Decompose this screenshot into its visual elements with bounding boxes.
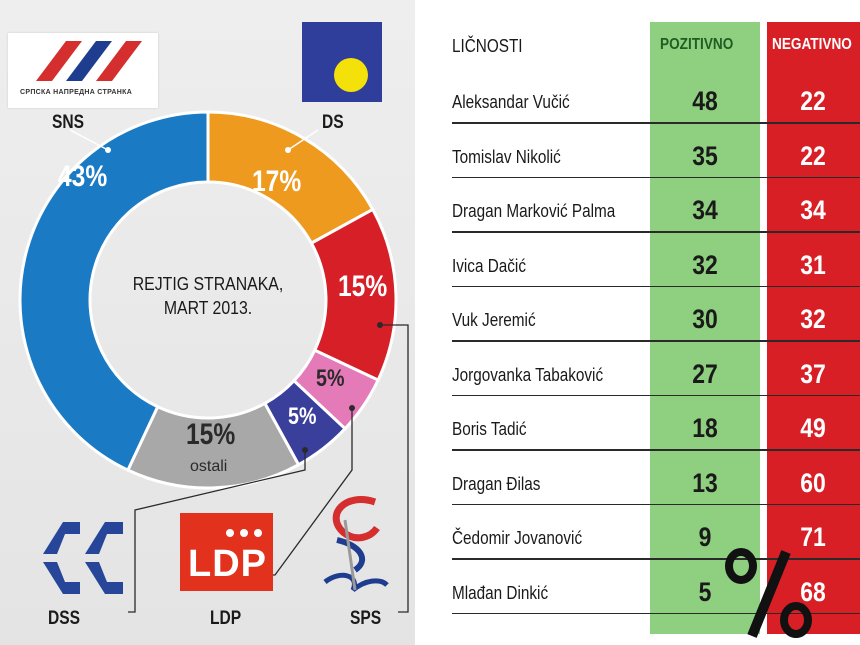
positive-value: 13 [692, 467, 718, 498]
ds-logo [302, 22, 382, 102]
center-label-line-2: MART 2013. [163, 298, 253, 318]
donut-chart [18, 110, 409, 613]
pct-sns: 43% [58, 160, 108, 193]
negative-value: 34 [800, 195, 826, 225]
row-divider [452, 176, 860, 178]
row-divider [452, 394, 860, 396]
donut-segment-sns [18, 110, 210, 473]
row-divider [452, 503, 860, 505]
center-label-line-1: REJTIG STRANAKA, [132, 274, 284, 294]
row-divider [452, 285, 860, 287]
percent-symbol [725, 548, 812, 638]
person-name: Vuk Jeremić [452, 310, 536, 330]
pct-ds: 17% [252, 165, 302, 198]
person-name: Dragan Đilas [452, 473, 541, 494]
row-divider [452, 231, 860, 233]
person-name: Dragan Marković Palma [452, 201, 616, 221]
ldp-logo-text: LDP [188, 543, 267, 585]
label-ds: DS [322, 112, 344, 133]
row-divider [452, 449, 860, 451]
pct-sps: 15% [338, 270, 388, 303]
negative-value: 68 [800, 576, 826, 607]
negative-value: 32 [800, 304, 826, 334]
positive-value: 27 [692, 358, 718, 389]
header-negativno: NEGATIVNO [772, 36, 852, 53]
ldp-logo: LDP [180, 513, 273, 591]
person-name: Tomislav Nikolić [452, 146, 561, 167]
row-divider [452, 612, 860, 614]
leader-line-dss [128, 450, 306, 613]
sns-logo-caption: СРПСКА НАПРЕДНА СТРАНКА [20, 89, 133, 96]
label-sps: SPS [350, 608, 382, 629]
pct-ostali: 15% [186, 418, 236, 451]
negative-value: 37 [800, 358, 826, 389]
person-name: Aleksandar Vučić [452, 92, 570, 112]
positive-value: 5 [698, 576, 712, 607]
donut-center-label: REJTIG STRANAKA, MART 2013. [129, 272, 287, 320]
pct-dss: 5% [288, 403, 317, 430]
positive-value: 48 [692, 86, 718, 116]
pct-ldp: 5% [316, 365, 345, 392]
person-name: Mlađan Dinkić [452, 582, 549, 603]
negative-value: 22 [800, 86, 826, 116]
leader-line-sns [69, 129, 109, 151]
leader-line-ds [287, 129, 319, 151]
negative-value: 49 [800, 413, 826, 443]
row-divider [452, 122, 860, 124]
negative-value: 31 [800, 249, 826, 280]
sun-icon [334, 58, 368, 92]
negative-value: 22 [800, 140, 826, 171]
positive-value: 9 [698, 522, 712, 552]
leader-line-sps [380, 324, 409, 613]
person-name: Jorgovanka Tabaković [452, 364, 604, 385]
label-ostali: ostali [190, 458, 228, 475]
negative-value: 60 [800, 467, 826, 498]
sps-logo [323, 496, 389, 592]
positive-value: 30 [692, 304, 718, 334]
positive-value: 34 [692, 195, 718, 225]
row-divider [452, 558, 860, 560]
person-name: Boris Tadić [452, 419, 527, 439]
positive-value: 35 [692, 140, 718, 171]
label-dss: DSS [48, 608, 81, 629]
positive-column [650, 22, 760, 634]
header-pozitivno: POZITIVNO [660, 36, 734, 53]
positive-value: 32 [692, 249, 718, 280]
person-name: Čedomir Jovanović [452, 528, 583, 548]
negative-column [767, 22, 860, 634]
person-name: Ivica Dačić [452, 255, 526, 276]
label-ldp: LDP [210, 608, 242, 629]
negative-value: 71 [800, 522, 826, 552]
label-sns: SNS [52, 112, 85, 133]
sns-logo: СРПСКА НАПРЕДНА СТРАНКА [8, 33, 158, 108]
positive-value: 18 [692, 413, 718, 443]
dss-logo [43, 522, 123, 594]
row-divider [452, 340, 860, 342]
header-licnosti: LIČNOSTI [452, 36, 523, 56]
